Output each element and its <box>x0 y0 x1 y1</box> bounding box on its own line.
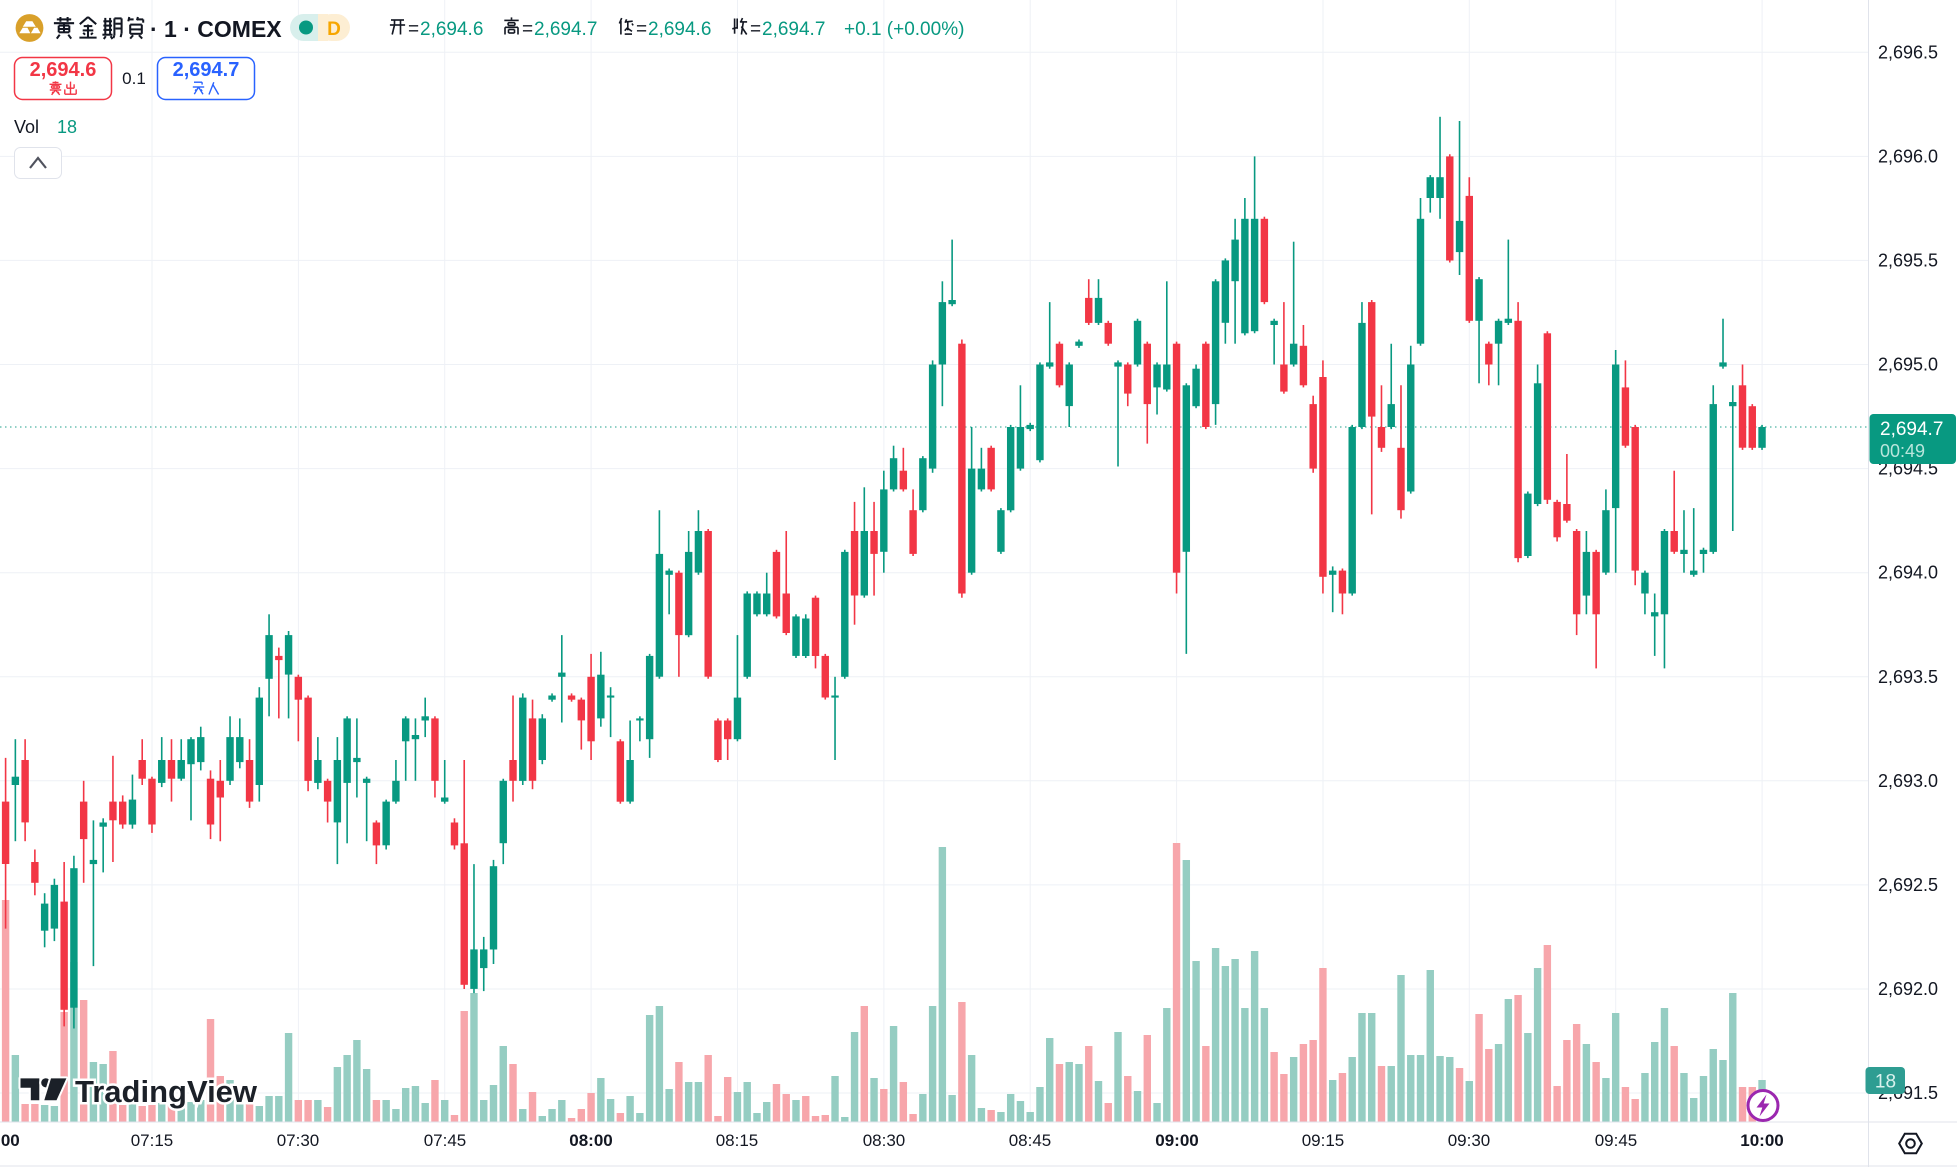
svg-text:2,694.6: 2,694.6 <box>420 19 483 40</box>
svg-text:09:45: 09:45 <box>1595 1131 1638 1150</box>
svg-text:2,694.7: 2,694.7 <box>762 19 825 40</box>
svg-text:08:15: 08:15 <box>716 1131 759 1150</box>
svg-text:2,693.5: 2,693.5 <box>1878 667 1938 687</box>
svg-text:07:00: 07:00 <box>0 1131 20 1150</box>
svg-text:=: = <box>522 19 533 40</box>
svg-text:D: D <box>327 19 341 40</box>
svg-text:=: = <box>636 19 647 40</box>
svg-text:09:00: 09:00 <box>1155 1131 1198 1150</box>
svg-text:2,692.0: 2,692.0 <box>1878 979 1938 999</box>
svg-text:2,694.7: 2,694.7 <box>173 59 240 81</box>
svg-text:2,695.0: 2,695.0 <box>1878 355 1938 375</box>
svg-text:· 1 · COMEX: · 1 · COMEX <box>150 16 282 42</box>
svg-text:09:30: 09:30 <box>1448 1131 1491 1150</box>
svg-text:2,692.5: 2,692.5 <box>1878 875 1938 895</box>
svg-text:08:00: 08:00 <box>569 1131 612 1150</box>
svg-text:2,694.7: 2,694.7 <box>1880 419 1943 440</box>
svg-text:+0.1 (+0.00%): +0.1 (+0.00%) <box>844 19 964 40</box>
svg-text:09:15: 09:15 <box>1302 1131 1345 1150</box>
svg-text:18: 18 <box>1875 1072 1896 1093</box>
svg-text:08:45: 08:45 <box>1009 1131 1052 1150</box>
svg-text:2,695.5: 2,695.5 <box>1878 250 1938 270</box>
svg-text:2,694.6: 2,694.6 <box>648 19 711 40</box>
svg-text:10:00: 10:00 <box>1740 1131 1783 1150</box>
svg-text:Vol: Vol <box>14 117 39 137</box>
svg-text:08:30: 08:30 <box>863 1131 906 1150</box>
svg-text:2,694.7: 2,694.7 <box>534 19 597 40</box>
svg-text:2,693.0: 2,693.0 <box>1878 771 1938 791</box>
svg-text:0.1: 0.1 <box>122 69 146 88</box>
svg-text:=: = <box>750 19 761 40</box>
svg-text:2,694.6: 2,694.6 <box>30 59 97 81</box>
svg-text:00:49: 00:49 <box>1880 441 1925 461</box>
svg-text:2,696.5: 2,696.5 <box>1878 42 1938 62</box>
svg-text:2,696.0: 2,696.0 <box>1878 146 1938 166</box>
svg-text:07:15: 07:15 <box>131 1131 174 1150</box>
svg-text:=: = <box>408 19 419 40</box>
svg-text:07:30: 07:30 <box>277 1131 320 1150</box>
svg-text:18: 18 <box>57 117 77 137</box>
svg-text:2,694.0: 2,694.0 <box>1878 563 1938 583</box>
svg-text:TradingView: TradingView <box>75 1074 258 1109</box>
svg-text:07:45: 07:45 <box>424 1131 467 1150</box>
